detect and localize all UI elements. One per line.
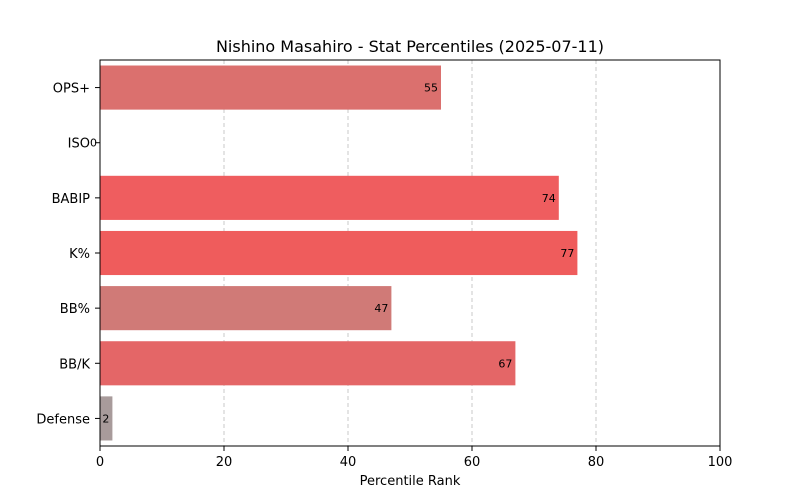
y-axis: OPS+ ISO BABIP K% BB% BB/K Defense bbox=[36, 82, 100, 427]
x-tick-label: 100 bbox=[708, 455, 733, 470]
x-tick-label: 0 bbox=[96, 455, 104, 470]
category-label: Defense bbox=[36, 412, 90, 427]
value-label: 2 bbox=[102, 412, 109, 425]
x-axis-label: Percentile Rank bbox=[360, 474, 461, 489]
value-label: 55 bbox=[424, 82, 438, 95]
value-label: 0 bbox=[90, 137, 97, 150]
x-tick-label: 80 bbox=[588, 455, 605, 470]
category-label: BB/K bbox=[59, 357, 90, 372]
category-label: BB% bbox=[60, 302, 90, 317]
category-label: ISO bbox=[68, 137, 90, 152]
chart-title: Nishino Masahiro - Stat Percentiles (202… bbox=[216, 37, 604, 56]
x-tick-label: 40 bbox=[340, 455, 357, 470]
x-tick-label: 20 bbox=[216, 455, 233, 470]
bar bbox=[100, 396, 113, 441]
bar bbox=[100, 230, 578, 276]
bar bbox=[100, 175, 559, 220]
x-tick-label: 60 bbox=[464, 455, 481, 470]
category-label: OPS+ bbox=[53, 82, 90, 97]
value-labels: 55 0 74 77 47 67 2 bbox=[90, 82, 574, 426]
value-label: 77 bbox=[560, 247, 574, 260]
bars bbox=[100, 65, 578, 441]
bar bbox=[100, 286, 392, 331]
value-label: 67 bbox=[498, 357, 512, 370]
x-axis: 0 20 40 60 80 100 bbox=[96, 446, 733, 470]
bar bbox=[100, 341, 516, 386]
value-label: 47 bbox=[374, 302, 388, 315]
value-label: 74 bbox=[542, 192, 556, 205]
category-label: BABIP bbox=[52, 192, 91, 207]
bar bbox=[100, 65, 441, 110]
category-label: K% bbox=[69, 247, 90, 262]
